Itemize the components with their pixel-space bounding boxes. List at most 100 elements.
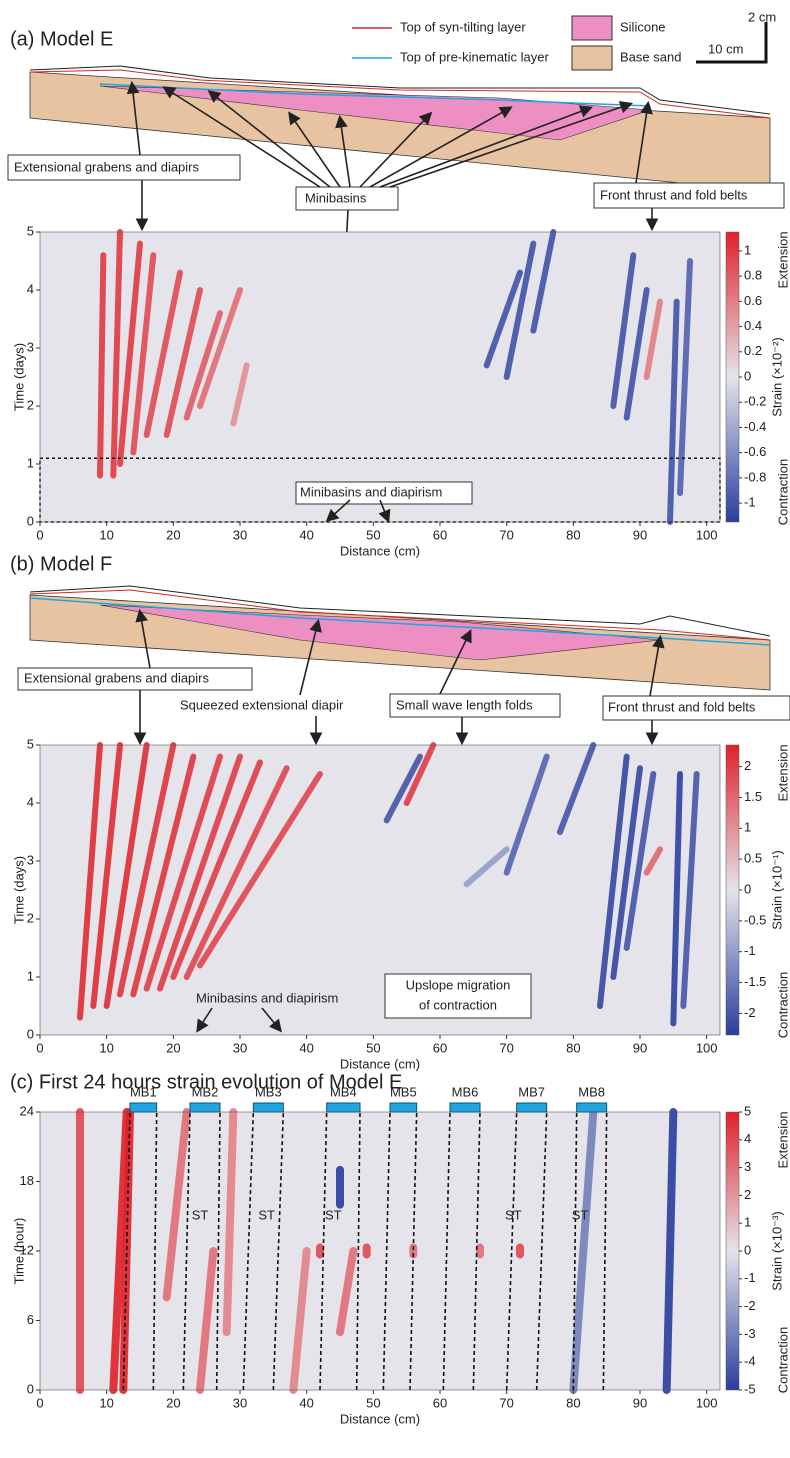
- strain-streak: [569, 1108, 598, 1394]
- y-tick-label: 2: [27, 910, 34, 925]
- panel-title: (c) First 24 hours strain evolution of M…: [10, 1071, 402, 1093]
- y-tick-label: 0: [27, 513, 34, 528]
- label-box: [295, 186, 399, 211]
- colorbar: [725, 744, 740, 1036]
- colorbar-end: Extension: [775, 1111, 790, 1168]
- strain-streak: [610, 252, 637, 409]
- section-label: Front thrust and fold belts: [600, 187, 748, 202]
- colorbar-tick-label: -1: [744, 495, 756, 510]
- y-axis-label: Time (days): [11, 343, 26, 411]
- x-tick-label: 40: [299, 527, 313, 542]
- panel-title: (b) Model F: [10, 553, 112, 575]
- colorbar: [725, 1111, 740, 1391]
- minibasin-label: MB6: [452, 1084, 479, 1099]
- x-tick-label: 90: [633, 1395, 647, 1410]
- minibasin-label: MB4: [330, 1084, 357, 1099]
- annotation: ST: [572, 1208, 589, 1223]
- panel-title: (a) Model E: [10, 28, 113, 50]
- x-tick-label: 40: [299, 1040, 313, 1055]
- x-tick-label: 100: [696, 1395, 718, 1410]
- minibasin-edge: [319, 1111, 328, 1391]
- surface: [29, 65, 771, 115]
- legend-label: Top of syn-tilting layer: [400, 19, 526, 34]
- annotation: of contraction: [419, 997, 497, 1012]
- minibasin-edge: [409, 1111, 418, 1391]
- colorbar-tick-label: 1.5: [744, 789, 762, 804]
- minibasin-edge: [355, 1111, 361, 1391]
- minibasin-label: MB8: [578, 1084, 605, 1099]
- x-tick-label: 30: [233, 1040, 247, 1055]
- colorbar-tick-label: 1: [744, 820, 751, 835]
- colorbar-tick-label: -0.4: [744, 419, 766, 434]
- strain-streak: [97, 252, 107, 479]
- x-tick-label: 40: [299, 1395, 313, 1410]
- y-tick-label: 1: [27, 455, 34, 470]
- x-tick-label: 10: [99, 527, 113, 542]
- annotation: ST: [505, 1208, 522, 1223]
- strain-streak: [109, 1108, 131, 1394]
- x-tick-label: 80: [566, 1040, 580, 1055]
- legend-swatch: [571, 15, 613, 41]
- colorbar-tick-label: -0.8: [744, 469, 766, 484]
- annotations: Minibasins and diapirism Upslope migrati…: [196, 481, 532, 1033]
- x-tick-label: 30: [233, 527, 247, 542]
- strain-streak: [503, 753, 550, 876]
- syn-tilting-top: [29, 589, 771, 641]
- section-label: Squeezed extensional diapir: [180, 697, 344, 712]
- x-tick-label: 60: [433, 527, 447, 542]
- plot-background: [40, 1112, 720, 1390]
- y-tick-label: 0: [27, 1026, 34, 1041]
- minibasin-edge: [122, 1111, 131, 1391]
- y-tick-label: 3: [27, 852, 34, 867]
- x-tick-label: 80: [566, 1395, 580, 1410]
- minibasin-marker: [129, 1102, 158, 1113]
- surface: [29, 585, 771, 637]
- colorbar-tick-label: -1.5: [744, 974, 766, 989]
- legend: Top of syn-tilting layer Top of pre-kine…: [352, 9, 776, 71]
- colorbar-tick-label: -3: [744, 1326, 756, 1341]
- y-tick-label: 5: [27, 223, 34, 238]
- label-box: [593, 182, 785, 209]
- x-tick-label: 20: [166, 1395, 180, 1410]
- colorbar-tick-label: -2: [744, 1298, 756, 1313]
- x-tick-label: 100: [696, 1040, 718, 1055]
- colorbar-tick-label: -1: [744, 1270, 756, 1285]
- cross-section: [29, 585, 771, 691]
- pre-kinematic-top: [29, 597, 771, 646]
- x-tick-label: 70: [499, 1040, 513, 1055]
- colorbar-tick-label: 1: [744, 242, 751, 257]
- colorbar-tick-label: -4: [744, 1354, 756, 1369]
- x-tick-label: 70: [499, 1395, 513, 1410]
- strain-streak: [157, 753, 243, 992]
- minibasin-marker: [516, 1102, 548, 1113]
- x-tick-label: 50: [366, 1395, 380, 1410]
- colorbar-label: Strain (×10⁻¹): [769, 850, 784, 929]
- colorbar-tick-label: 2: [744, 1187, 751, 1202]
- strain-streak: [143, 269, 183, 438]
- strain-streak: [623, 771, 657, 951]
- label-box: [389, 693, 561, 718]
- minibasin-marker: [252, 1102, 284, 1113]
- minibasin-marker: [449, 1102, 481, 1113]
- strain-streak: [403, 742, 437, 806]
- colorbar-tick-label: -2: [744, 1005, 756, 1020]
- colorbar: [725, 231, 740, 523]
- minibasin-edge: [152, 1111, 158, 1391]
- minibasin-marker: [576, 1102, 608, 1113]
- x-tick-label: 30: [233, 1395, 247, 1410]
- colorbar-label: Strain (×10⁻³): [769, 1211, 784, 1290]
- y-tick-label: 2: [27, 397, 34, 412]
- scale-label: 2 cm: [748, 9, 776, 24]
- x-tick-label: 10: [99, 1395, 113, 1410]
- colorbar-tick-label: -1: [744, 943, 756, 958]
- colorbar-tick-label: 1: [744, 1215, 751, 1230]
- strain-streak: [170, 759, 263, 980]
- x-tick-label: 0: [36, 1040, 43, 1055]
- x-tick-label: 20: [166, 1040, 180, 1055]
- strain-streak: [680, 771, 700, 1009]
- strain-streak: [677, 258, 693, 496]
- colorbar-tick-label: 3: [744, 1159, 751, 1174]
